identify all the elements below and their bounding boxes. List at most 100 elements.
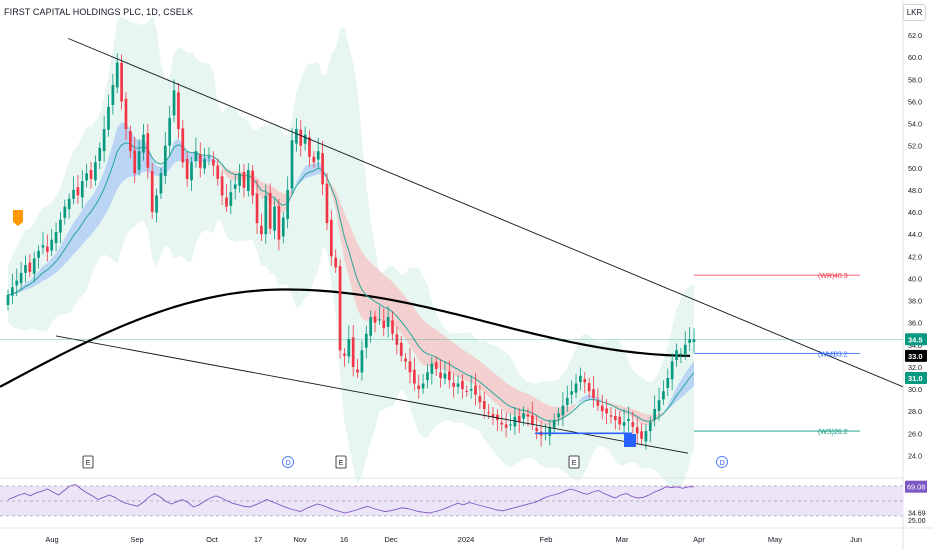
marker-shape [335,455,347,469]
cloud-segment [576,399,581,405]
rsi-tick-label: 25.00 [908,518,926,525]
cloud-segment [51,253,57,276]
candle-body [120,62,123,102]
candle [609,407,613,424]
candle [404,352,407,370]
candle [670,353,674,391]
candle [478,385,482,410]
candle [679,348,683,364]
candle [683,331,687,360]
candle-body [24,265,27,273]
candle [474,373,477,406]
candle [133,137,137,183]
candle-body [198,154,202,168]
price-tick-label: 38.0 [908,297,922,306]
price-tick-label: 24.0 [908,451,922,460]
cloud-segment [567,405,572,415]
candle-body [72,189,75,199]
candle [251,165,255,204]
time-axis[interactable]: Aug Sep Oct 17 Nov 16 Dec 2024 Feb Mar Apr May Jun [45,535,862,544]
candle [137,139,141,176]
candle-body [273,206,276,231]
price-tick-label: 46.0 [908,208,922,217]
cloud-segment [396,286,402,334]
rsi-badge-text: 69.08 [907,483,925,492]
cloud-segment [56,246,61,273]
candle [517,407,521,434]
rsi-badge-bg [905,480,927,493]
candle-body [343,353,346,356]
candle [111,73,115,115]
marker-label: E [86,460,91,467]
candle [509,413,512,431]
candle [399,335,403,362]
candle-body [369,317,373,336]
trendlines[interactable] [0,37,904,454]
time-tick-label: Sep [130,535,143,544]
candle [504,412,508,438]
candle-body [688,339,691,343]
candle [491,407,495,425]
candle-body [216,165,220,179]
currency-button[interactable]: LKR [903,4,926,21]
candle-body [312,156,316,163]
candle [461,373,464,399]
candle [465,385,469,397]
candle [496,409,499,431]
candle-body [386,317,390,327]
candlestick-series [6,53,696,450]
cloud-segment [484,364,489,397]
candle-body [561,405,565,416]
candle [312,151,316,168]
candle [225,183,228,213]
price-tick-label: 28.0 [908,407,922,416]
price-tick-label: 62.0 [908,31,922,40]
cloud-segment [375,266,380,321]
price-axis[interactable]: 62.0 60.0 58.0 56.0 54.0 52.0 50.0 48.0 46.0 44.0… [905,31,927,460]
candle-body [229,192,233,206]
symbol-title: FIRST CAPITAL HOLDINGS PLC, 1D, CSELK [4,7,194,17]
price-tick-label: 40.0 [908,274,922,283]
candle [76,175,80,204]
candle-body [456,383,460,387]
candle-body [408,361,412,373]
candle [635,417,639,443]
candle [640,423,643,445]
candle [338,259,342,359]
cloud-segment [91,190,96,235]
candle [618,411,622,430]
candle-body [530,415,534,425]
price-tick-label: 26.0 [908,429,922,438]
candle [391,310,394,341]
candle [155,188,158,223]
candle-body [640,431,643,439]
time-tick-label: Apr [693,535,705,544]
candle-body [587,383,591,392]
candle-body [478,395,482,403]
cloud-segment [619,405,625,414]
candle-body [325,183,329,224]
candle [530,401,534,430]
candle-body [378,319,381,321]
time-tick-label: 17 [254,535,262,544]
cloud-segment [541,401,546,426]
cloud-segment [300,166,306,182]
candle [605,398,608,425]
marker-shape [568,455,580,469]
candle-body [605,408,608,414]
last-price-badge-bg [905,333,927,346]
candle-body [329,219,333,257]
candle-body [281,217,285,237]
candle [587,377,591,399]
candle-body [28,262,32,272]
candle-body [557,413,560,418]
earnings-marker: E [82,455,94,469]
candle [570,380,574,405]
cloud-segment [545,404,550,426]
time-tick-label: Jun [850,535,862,544]
candle-body [356,369,359,373]
cloud-segment [523,392,528,417]
